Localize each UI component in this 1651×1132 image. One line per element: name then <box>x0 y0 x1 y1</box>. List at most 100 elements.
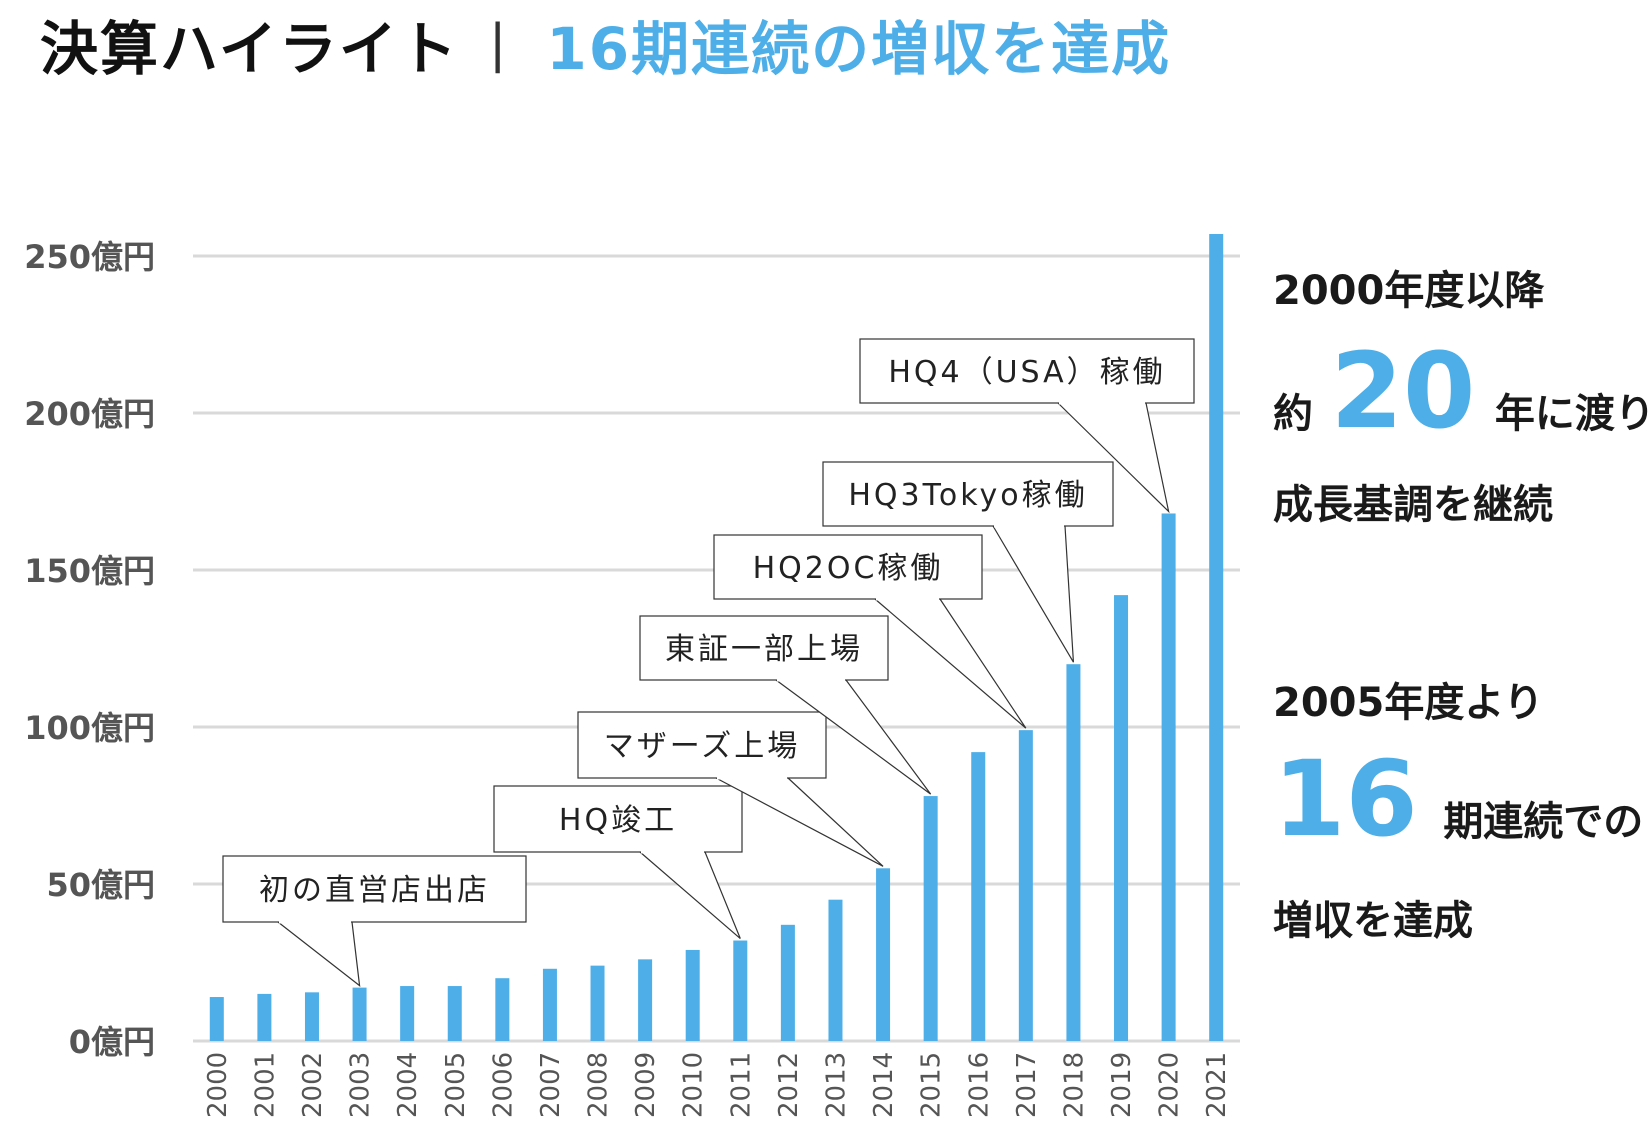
callout-label: 東証一部上場 <box>665 632 863 667</box>
annotation-callout: HQ2OC稼働 <box>713 534 1027 729</box>
bar-2020 <box>1161 513 1176 1041</box>
callout-label: マザーズ上場 <box>604 729 801 764</box>
bar-2005 <box>447 986 462 1041</box>
side-block1-line1: 2000年度以降 <box>1273 268 1545 314</box>
side-block2-line3: 増収を達成 <box>1273 898 1473 944</box>
x-tick-label: 2005 <box>441 1052 471 1118</box>
x-axis-ticks: 2000 2001 2002 2003 2004 2005 2006 2007 2008 2009… <box>203 1052 1232 1118</box>
bar-2018 <box>1066 664 1081 1041</box>
x-tick-label: 2020 <box>1155 1052 1185 1118</box>
callout-join <box>994 524 1064 528</box>
title-separator: | <box>488 14 509 74</box>
callout-join <box>641 850 704 854</box>
bar-2008 <box>590 965 605 1041</box>
page-title: 決算ハイライト <box>40 15 459 83</box>
x-tick-label: 2006 <box>488 1052 518 1118</box>
x-tick-label: 2007 <box>536 1052 566 1118</box>
side-block2-suffix: 期連続での <box>1443 799 1644 845</box>
x-tick-label: 2016 <box>964 1052 994 1118</box>
x-tick-label: 2011 <box>726 1052 756 1118</box>
page-subtitle: 16期連続の増収を達成 <box>546 15 1172 83</box>
bar-2009 <box>638 959 653 1041</box>
bar-2012 <box>780 924 795 1041</box>
bar-2007 <box>542 968 557 1041</box>
callout-label: HQ竣工 <box>559 803 677 838</box>
bar-2003 <box>352 987 367 1041</box>
callout-join <box>279 920 351 924</box>
side-block1-number: 20 <box>1330 330 1476 452</box>
callout-box <box>577 711 827 779</box>
x-tick-label: 2003 <box>346 1052 376 1118</box>
x-tick-label: 2018 <box>1059 1052 1089 1118</box>
callout-label: HQ3Tokyo稼働 <box>848 478 1087 513</box>
x-tick-label: 2004 <box>393 1052 423 1118</box>
callout-pointer <box>874 598 1027 729</box>
x-tick-label: 2000 <box>203 1052 233 1118</box>
x-tick-label: 2017 <box>1012 1052 1042 1118</box>
side-block2-number: 16 <box>1273 738 1418 860</box>
callout-box <box>859 338 1195 404</box>
annotation-callout: HQ4（USA）稼働 <box>859 338 1195 514</box>
bar-2010 <box>685 949 700 1041</box>
callout-label: HQ4（USA）稼働 <box>888 355 1165 390</box>
y-tick-label: 50億円 <box>46 866 155 904</box>
callout-pointer <box>639 851 741 939</box>
page-heading: 決算ハイライト | 16期連続の増収を達成 <box>40 4 1171 84</box>
x-tick-label: 2013 <box>821 1052 851 1118</box>
bar-2001 <box>257 993 272 1041</box>
revenue-bar-chart: 0億円 50億円 100億円 150億円 200億円 250億円 2000 2001 2002… <box>24 234 1240 1118</box>
bar-2004 <box>400 986 415 1041</box>
y-tick-label: 0億円 <box>69 1023 155 1061</box>
bar-2014 <box>876 868 891 1041</box>
callout-join <box>717 776 787 780</box>
callout-join <box>876 597 939 601</box>
bar-2017 <box>1018 730 1033 1041</box>
callout-pointer <box>1057 402 1170 514</box>
callout-join <box>777 678 845 682</box>
annotation-callout: 初の直営店出店 <box>222 855 527 987</box>
x-tick-label: 2010 <box>679 1052 709 1118</box>
y-tick-label: 250億円 <box>24 238 155 276</box>
bar-2006 <box>495 978 510 1041</box>
x-tick-label: 2009 <box>631 1052 661 1118</box>
bar-2019 <box>1114 595 1129 1041</box>
x-tick-label: 2014 <box>869 1052 899 1118</box>
callout-join <box>1059 401 1145 405</box>
callout-pointer <box>277 921 361 987</box>
callout-pointer <box>775 679 932 795</box>
side-block2-line2: 16 期連続での <box>1273 738 1644 860</box>
bars <box>209 234 1224 1041</box>
y-tick-label: 200億円 <box>24 395 155 433</box>
side-block1-prefix: 約 <box>1273 391 1313 437</box>
bar-2013 <box>828 899 843 1041</box>
bar-2011 <box>733 940 748 1041</box>
side-block1-line3: 成長基調を継続 <box>1273 482 1553 528</box>
annotation-callout: 東証一部上場 <box>639 615 932 795</box>
x-tick-label: 2008 <box>584 1052 614 1118</box>
side-block1-line2: 約 20 年に渡り <box>1273 330 1651 452</box>
callout-pointer <box>715 777 884 867</box>
x-tick-label: 2002 <box>298 1052 328 1118</box>
x-tick-label: 2015 <box>917 1052 947 1118</box>
callout-label: 初の直営店出店 <box>259 873 490 908</box>
callout-label: HQ2OC稼働 <box>753 551 944 586</box>
side-block1-suffix: 年に渡り <box>1494 391 1651 437</box>
bar-2015 <box>923 796 938 1041</box>
callout-box <box>822 461 1114 527</box>
annotation-callout: マザーズ上場 <box>577 711 884 867</box>
callout-box <box>639 615 889 681</box>
bar-2016 <box>971 752 986 1041</box>
milestone-annotations: 初の直営店出店 HQ竣工 マザーズ上場 東証一部上場 HQ2OC稼働 HQ3Tokyo稼働… <box>222 338 1195 987</box>
annotation-callout: HQ竣工 <box>493 785 743 939</box>
callout-box <box>493 785 743 853</box>
bar-2002 <box>304 992 319 1041</box>
callout-box <box>713 534 983 600</box>
x-tick-label: 2021 <box>1202 1052 1232 1118</box>
side-block2-line1: 2005年度より <box>1273 680 1544 726</box>
bar-2021 <box>1209 234 1224 1041</box>
y-axis-ticks: 0億円 50億円 100億円 150億円 200億円 250億円 <box>24 238 155 1061</box>
bar-2000 <box>209 997 224 1041</box>
x-tick-label: 2019 <box>1107 1052 1137 1118</box>
y-tick-label: 100億円 <box>24 709 155 747</box>
callout-pointer <box>992 525 1075 663</box>
